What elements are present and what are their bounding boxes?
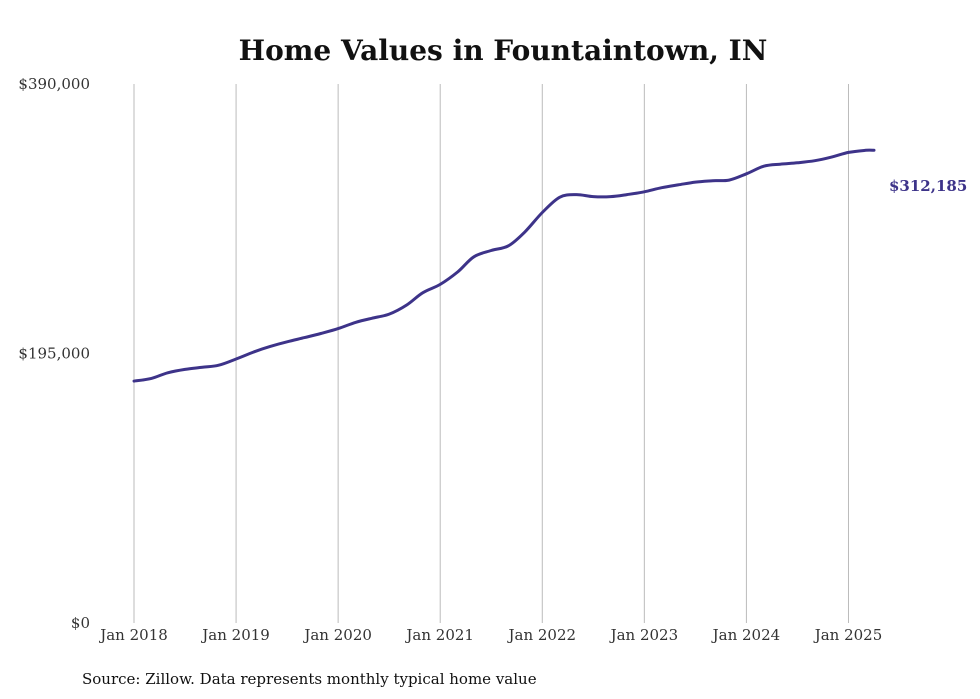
end-value-label: $312,185 <box>889 177 967 195</box>
y-tick-label: $390,000 <box>18 75 90 93</box>
series-line <box>132 148 876 383</box>
x-tick-label: Jan 2024 <box>711 626 781 644</box>
x-tick-label: Jan 2021 <box>404 626 474 644</box>
y-tick-label: $195,000 <box>18 345 90 363</box>
x-tick-label: Jan 2018 <box>98 626 168 644</box>
source-note: Source: Zillow. Data represents monthly … <box>82 670 537 688</box>
x-tick-label: Jan 2020 <box>302 626 372 644</box>
x-tick-label: Jan 2022 <box>506 626 576 644</box>
chart-title: Home Values in Fountaintown, IN <box>239 34 768 67</box>
x-tick-label: Jan 2023 <box>609 626 679 644</box>
y-tick-label: $0 <box>71 614 90 632</box>
x-tick-label: Jan 2025 <box>813 626 883 644</box>
gridlines <box>133 84 849 623</box>
x-tick-label: Jan 2019 <box>200 626 270 644</box>
y-axis-ticks: $0 $195,000 $390,000 <box>18 75 90 632</box>
x-axis-ticks: Jan 2018 Jan 2019 Jan 2020 Jan 2021 Jan 2022… <box>98 626 882 644</box>
